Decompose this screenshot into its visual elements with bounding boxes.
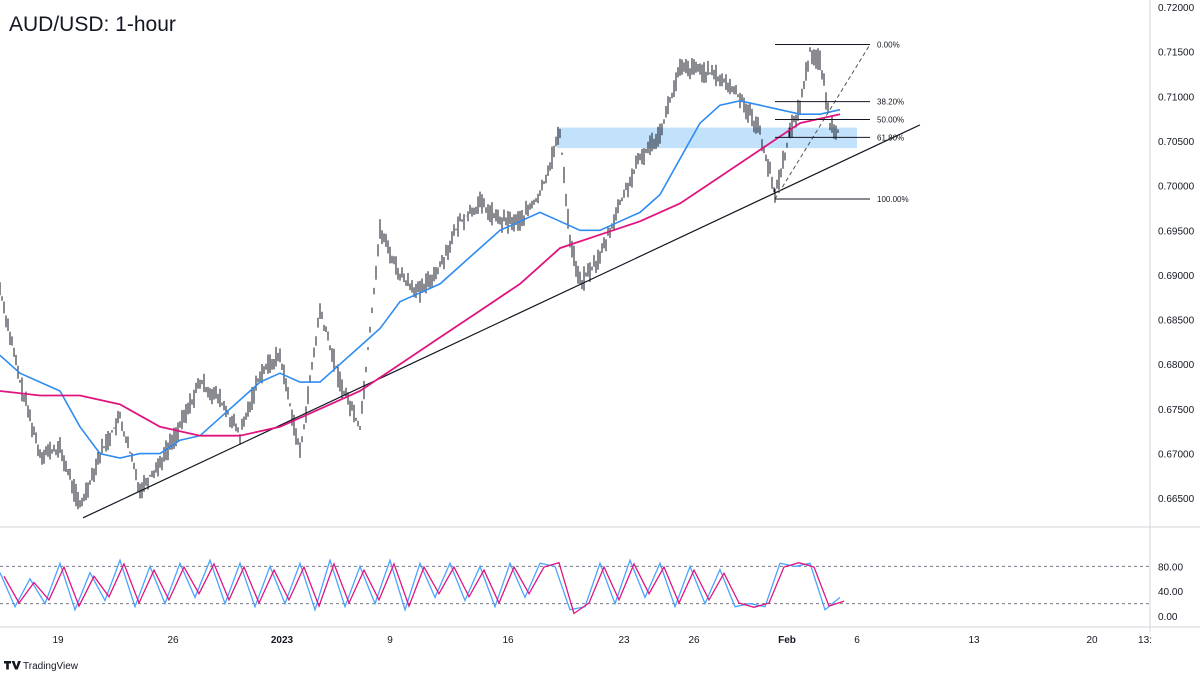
ascending-trendline bbox=[82, 124, 921, 519]
moving-average-fast bbox=[0, 99, 841, 459]
support-resistance-zone-layer bbox=[557, 127, 857, 149]
price-tick-label: 0.69500 bbox=[1158, 226, 1195, 237]
chart-title: AUD/USD: 1-hour bbox=[9, 13, 176, 36]
time-tick-label: 16 bbox=[502, 635, 514, 646]
time-tick-label: 26 bbox=[167, 635, 179, 646]
time-tick-label: Feb bbox=[778, 635, 796, 646]
price-tick-label: 0.66500 bbox=[1158, 494, 1195, 505]
price-tick-label: 0.67500 bbox=[1158, 405, 1195, 416]
fibonacci-diagonal bbox=[774, 44, 871, 200]
time-tick-label: 20 bbox=[1086, 635, 1098, 646]
brand-name: TradingView bbox=[23, 661, 79, 672]
stochastic-tick-label: 0.00 bbox=[1158, 612, 1178, 623]
axes-layer: 0.72000 0.71500 0.71000 0.70500 0.70000 0.695… bbox=[0, 0, 1200, 646]
price-tick-label: 0.70500 bbox=[1158, 137, 1195, 148]
stochastic-k-line bbox=[0, 558, 841, 612]
fibonacci-retracement-layer: 0.00% 38.20% 50.00% 61.80% 100.00% bbox=[774, 41, 909, 204]
time-tick-label: 19 bbox=[52, 635, 64, 646]
time-tick-label: 13 bbox=[968, 635, 980, 646]
price-series-layer bbox=[0, 47, 839, 510]
moving-average-slow bbox=[0, 113, 841, 437]
price-tick-label: 0.71000 bbox=[1158, 92, 1195, 103]
time-tick-label: 26 bbox=[688, 635, 700, 646]
stochastic-tick-label: 40.00 bbox=[1158, 587, 1183, 598]
stochastic-panel bbox=[0, 558, 1150, 615]
time-tick-label: 13: bbox=[1138, 635, 1152, 646]
price-tick-label: 0.68000 bbox=[1158, 360, 1195, 371]
supply-demand-zone bbox=[557, 127, 857, 149]
tradingview-logo-icon bbox=[4, 661, 21, 670]
price-tick-label: 0.67000 bbox=[1158, 450, 1195, 461]
price-tick-label: 0.71500 bbox=[1158, 48, 1195, 59]
price-tick-label: 0.72000 bbox=[1158, 3, 1195, 14]
price-candles bbox=[0, 47, 839, 510]
fibonacci-level-label: 0.00% bbox=[877, 41, 900, 50]
stochastic-d-line bbox=[3, 561, 845, 615]
fibonacci-level-label: 100.00% bbox=[877, 195, 909, 204]
time-tick-label: 9 bbox=[387, 635, 393, 646]
time-tick-label: 6 bbox=[854, 635, 860, 646]
fibonacci-level-label: 50.00% bbox=[877, 116, 904, 125]
time-tick-label: 2023 bbox=[271, 635, 294, 646]
price-tick-label: 0.68500 bbox=[1158, 316, 1195, 327]
trendline-layer bbox=[82, 124, 921, 519]
time-tick-label: 23 bbox=[618, 635, 630, 646]
fibonacci-level-label: 61.80% bbox=[877, 133, 904, 142]
moving-average-layer bbox=[0, 99, 841, 459]
stochastic-tick-label: 80.00 bbox=[1158, 562, 1183, 573]
fibonacci-level-label: 38.20% bbox=[877, 98, 904, 107]
price-tick-label: 0.69000 bbox=[1158, 271, 1195, 282]
price-tick-label: 0.70000 bbox=[1158, 182, 1195, 193]
